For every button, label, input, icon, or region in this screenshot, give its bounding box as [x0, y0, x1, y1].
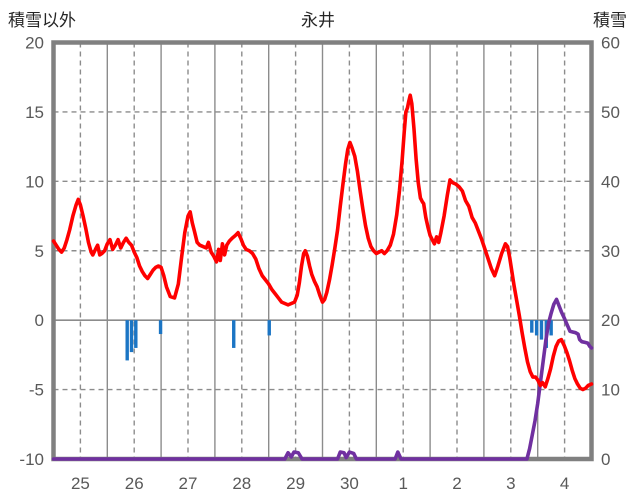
- left-axis-tick-label: 20: [25, 34, 44, 53]
- snow-depth-line: [51, 297, 594, 461]
- x-axis-tick-label: 30: [340, 474, 359, 493]
- precipitation-bar: [549, 320, 553, 336]
- x-axis-tick-label: 27: [179, 474, 198, 493]
- precipitation-bar: [125, 320, 129, 361]
- x-axis-tick-label: 2: [452, 474, 461, 493]
- right-axis-tick-label: 30: [601, 242, 620, 261]
- x-axis-tick-label: 1: [398, 474, 407, 493]
- precipitation-bar: [129, 320, 134, 353]
- precipitation-bar: [530, 320, 534, 333]
- right-axis-tick-label: 50: [601, 103, 620, 122]
- x-axis-tick-label: 25: [71, 474, 90, 493]
- temperature-line: [51, 93, 594, 392]
- right-axis-tick-label: 40: [601, 172, 620, 191]
- right-axis-title: 積雪: [593, 11, 627, 30]
- precipitation-bar: [534, 320, 539, 336]
- right-axis-tick-label: 0: [601, 450, 610, 469]
- x-axis-tick-label: 4: [560, 474, 569, 493]
- right-axis-tick-label: 10: [601, 381, 620, 400]
- right-axis-tick-label: 60: [601, 34, 620, 53]
- left-axis-tick-label: 0: [35, 311, 44, 330]
- left-axis-tick-label: 15: [25, 103, 44, 122]
- left-axis-title: 積雪以外: [8, 11, 76, 30]
- left-axis-tick-label: 5: [35, 242, 44, 261]
- left-axis-tick-label: -5: [29, 381, 44, 400]
- x-axis-tick-label: 26: [125, 474, 144, 493]
- x-axis-tick-label: 28: [232, 474, 251, 493]
- x-axis-tick-label: 3: [506, 474, 515, 493]
- left-axis-tick-label: -10: [19, 450, 44, 469]
- x-axis-tick-label: 29: [286, 474, 305, 493]
- chart-title: 永井: [301, 11, 335, 30]
- precipitation-bar: [134, 320, 138, 348]
- right-axis-tick-label: 20: [601, 311, 620, 330]
- precipitation-bar: [158, 320, 163, 335]
- left-axis-tick-label: 10: [25, 172, 44, 191]
- precipitation-bar: [232, 320, 236, 348]
- precipitation-bar: [539, 320, 544, 340]
- precipitation-bar: [267, 320, 271, 336]
